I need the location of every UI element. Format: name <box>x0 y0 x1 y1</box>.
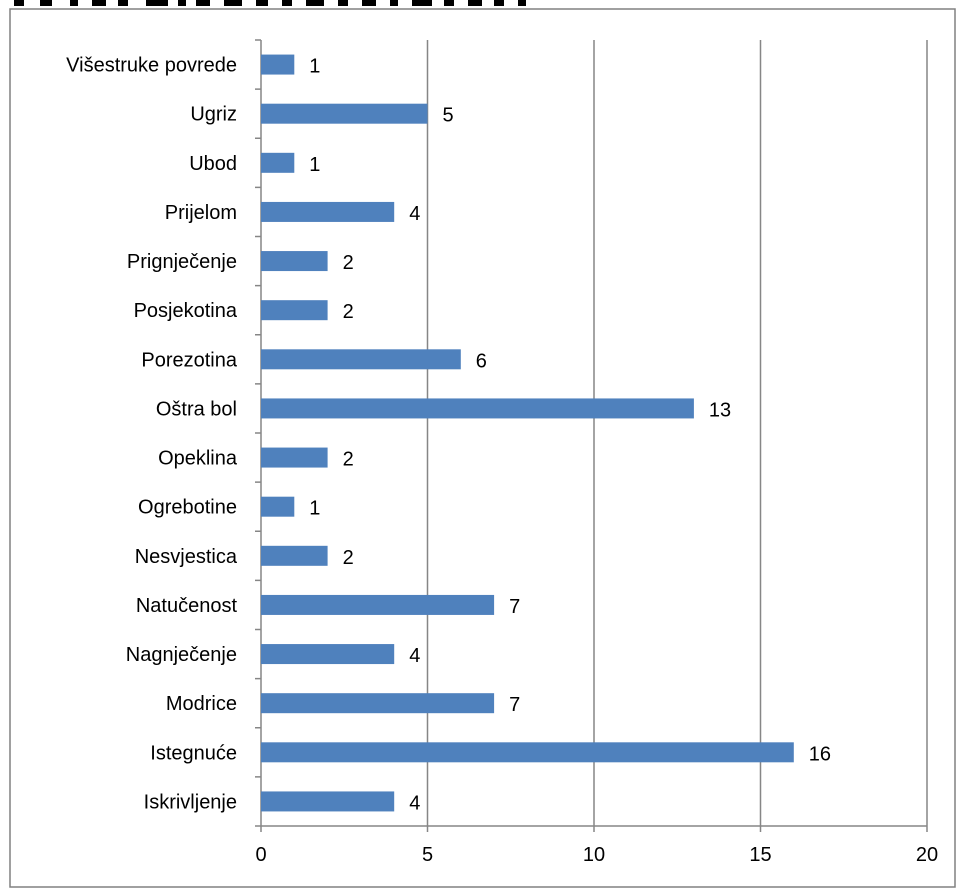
axes <box>255 39 928 832</box>
bar <box>261 644 395 665</box>
grid-lines <box>426 40 928 826</box>
category-label: Opeklina <box>158 448 238 470</box>
bar <box>261 152 295 173</box>
bar <box>261 300 328 321</box>
bar <box>261 791 395 812</box>
bar <box>261 594 495 615</box>
data-label: 4 <box>409 645 420 667</box>
bar <box>261 496 295 517</box>
category-label: Modrice <box>166 693 237 715</box>
heading-fragment-glyph <box>338 0 348 6</box>
heading-fragment-glyph <box>468 0 482 6</box>
data-label: 4 <box>409 792 420 814</box>
heading-fragment-glyph <box>494 0 504 6</box>
bar <box>261 54 295 75</box>
heading-fragment-glyph <box>256 0 268 6</box>
x-tick-label: 20 <box>916 844 938 866</box>
chart-frame <box>9 8 956 888</box>
category-label: Oštra bol <box>156 398 237 420</box>
data-label: 6 <box>476 350 487 372</box>
bar <box>261 201 395 222</box>
category-label: Ubod <box>189 153 237 175</box>
heading-fragment-glyph <box>178 0 186 6</box>
x-tick-label: 5 <box>422 844 433 866</box>
category-label: Ugriz <box>190 104 237 126</box>
category-label: Nagnječenje <box>126 644 237 666</box>
heading-fragment-glyph <box>146 0 168 6</box>
category-label: Prignječenje <box>127 251 237 273</box>
heading-fragment-glyph <box>444 0 454 6</box>
x-tick-label: 10 <box>583 844 605 866</box>
heading-fragment-glyph <box>14 0 24 6</box>
labels: Višestruke povrede 1 Ugriz 5 Ubod 1 Prijelom 4 P… <box>66 55 938 866</box>
data-label: 16 <box>809 743 831 765</box>
category-label: Istegnuće <box>150 742 237 764</box>
bars <box>261 54 794 812</box>
data-label: 2 <box>343 449 354 471</box>
data-label: 1 <box>309 56 320 78</box>
bar <box>261 251 328 272</box>
category-label: Iskrivljenje <box>144 791 237 813</box>
heading-fragment-glyph <box>306 0 324 6</box>
bar <box>261 398 694 419</box>
x-tick-label: 0 <box>255 844 266 866</box>
category-label: Natučenost <box>136 595 238 617</box>
bar <box>261 742 794 763</box>
heading-fragment-glyph <box>390 0 398 6</box>
bar <box>261 693 495 714</box>
heading-fragment-glyph <box>40 0 52 6</box>
data-label: 13 <box>709 399 731 421</box>
bar <box>261 545 328 566</box>
heading-fragment-glyph <box>196 0 210 6</box>
heading-fragment-glyph <box>362 0 376 6</box>
bar <box>261 103 428 124</box>
data-label: 2 <box>343 252 354 274</box>
data-label: 7 <box>509 694 520 716</box>
heading-fragment-glyph <box>412 0 432 6</box>
x-tick-label: 15 <box>749 844 771 866</box>
category-label: Porezotina <box>141 349 237 371</box>
data-label: 5 <box>443 105 454 127</box>
clipped-heading-fragment <box>14 0 526 6</box>
data-label: 1 <box>309 154 320 176</box>
category-label: Višestruke povrede <box>66 55 237 77</box>
category-label: Ogrebotine <box>138 497 237 519</box>
heading-fragment-glyph <box>282 0 292 6</box>
data-label: 2 <box>343 547 354 569</box>
data-label: 7 <box>509 596 520 618</box>
heading-fragment-glyph <box>70 0 78 6</box>
heading-fragment-glyph <box>518 0 526 6</box>
category-label: Nesvjestica <box>135 546 238 568</box>
data-label: 4 <box>409 203 420 225</box>
heading-fragment-glyph <box>224 0 242 6</box>
heading-fragment-glyph <box>92 0 106 6</box>
bar <box>261 349 461 370</box>
heading-fragment-glyph <box>118 0 128 6</box>
category-label: Posjekotina <box>134 300 238 322</box>
bar <box>261 447 328 468</box>
category-label: Prijelom <box>165 202 237 224</box>
data-label: 2 <box>343 301 354 323</box>
data-label: 1 <box>309 498 320 520</box>
